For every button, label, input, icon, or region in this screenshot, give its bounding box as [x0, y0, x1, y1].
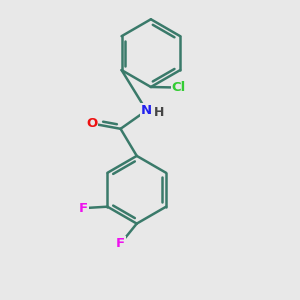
- Text: F: F: [116, 237, 125, 250]
- Text: N: N: [141, 104, 152, 117]
- Text: H: H: [154, 106, 164, 119]
- Text: Cl: Cl: [172, 81, 186, 94]
- Text: F: F: [79, 202, 88, 215]
- Text: O: O: [86, 117, 97, 130]
